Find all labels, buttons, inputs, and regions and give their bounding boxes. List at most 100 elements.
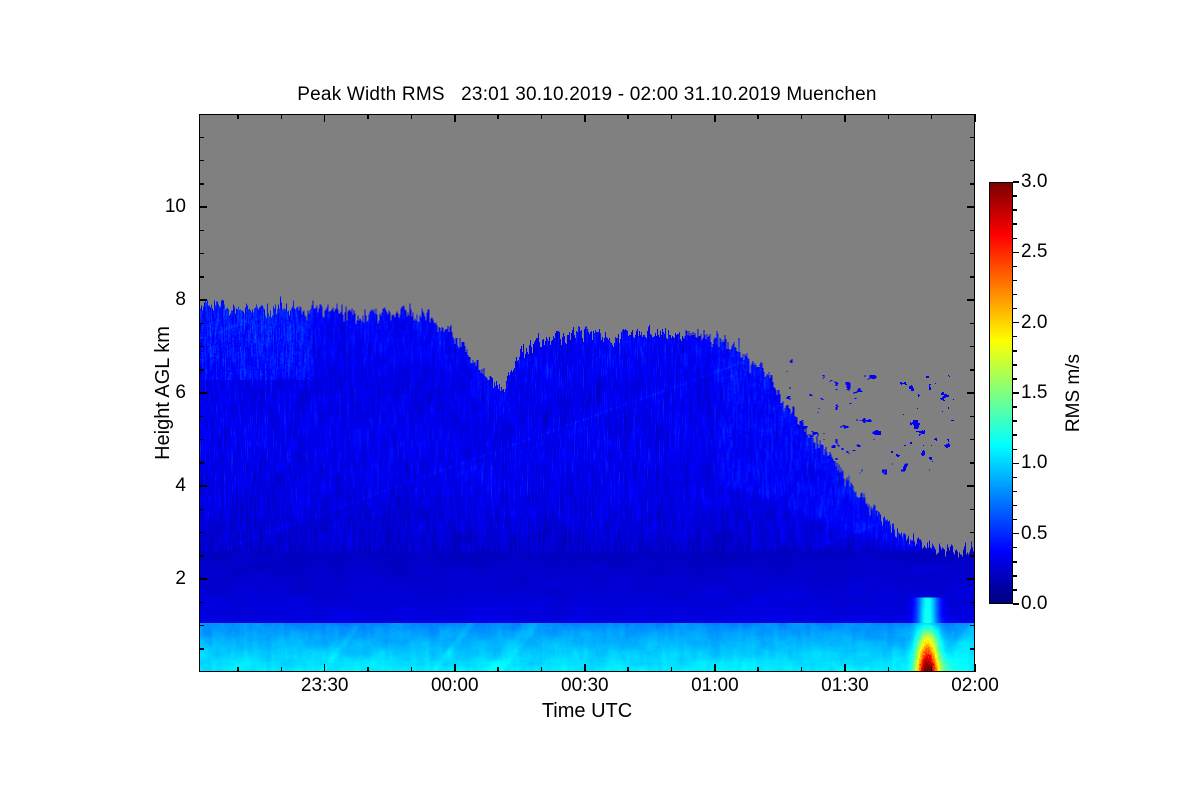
y-axis-tick [199, 206, 207, 208]
colorbar-minor-tick [1013, 223, 1017, 225]
colorbar-tick-label: 1.5 [1021, 382, 1048, 403]
x-axis-title: Time UTC [541, 700, 633, 722]
y-axis-minor-tick [199, 508, 204, 510]
y-axis-minor-tick [199, 415, 204, 417]
x-axis-minor-tick [410, 667, 413, 672]
y-axis-tick-label: 10 [164, 196, 186, 217]
colorbar-tick [1013, 462, 1019, 465]
heatmap-image [200, 115, 974, 671]
y-axis-tick [199, 392, 207, 394]
x-axis-tick-top [454, 114, 456, 122]
x-axis-minor-tick [627, 667, 629, 672]
x-axis-tick-label: 01:30 [821, 675, 869, 696]
x-axis-tick [844, 664, 846, 672]
y-axis-minor-tick [199, 183, 204, 185]
colorbar-tick-label: 0.0 [1021, 593, 1048, 614]
y-axis-minor-tick [199, 345, 204, 348]
colorbar-minor-tick [1013, 307, 1017, 310]
x-axis-minor-tick-top [627, 114, 629, 119]
colorbar-minor-tick [1013, 265, 1017, 268]
x-axis-minor-tick-top [887, 114, 890, 119]
colorbar-minor-tick [1013, 561, 1017, 563]
page-title: Peak Width RMS 23:01 30.10.2019 - 02:00 … [297, 84, 877, 105]
x-axis-minor-tick [367, 667, 369, 672]
colorbar-tick [1013, 321, 1019, 324]
colorbar [989, 182, 1013, 604]
x-axis-tick-label: 01:00 [691, 675, 739, 696]
y-axis-tick-right [967, 392, 975, 394]
colorbar-tick-label: 0.5 [1021, 522, 1048, 544]
y-axis-tick-right [967, 485, 975, 487]
colorbar-minor-tick [1013, 209, 1017, 211]
x-axis-minor-tick [670, 667, 673, 672]
colorbar-title: RMS m/s [1063, 353, 1084, 433]
colorbar-tick [1013, 392, 1019, 394]
y-axis-minor-tick-right [970, 159, 975, 162]
colorbar-minor-tick [1013, 364, 1017, 366]
colorbar-minor-tick [1013, 378, 1017, 380]
y-axis-tick-label: 4 [175, 475, 186, 496]
y-axis-minor-tick [199, 601, 204, 603]
x-axis-minor-tick [540, 667, 543, 672]
x-axis-tick-top [584, 114, 586, 122]
x-axis-tick-top [714, 114, 716, 122]
y-axis-tick-right [967, 206, 975, 208]
x-axis-tick [454, 664, 456, 672]
y-axis-minor-tick-right [970, 183, 975, 185]
y-axis-tick [199, 299, 207, 301]
y-axis-minor-tick [199, 229, 204, 231]
colorbar-minor-tick [1013, 476, 1017, 479]
y-axis-minor-tick-right [970, 462, 975, 464]
x-axis-tick-label: 02:00 [951, 675, 999, 696]
y-axis-title: Height AGL km [152, 326, 174, 460]
y-axis-minor-tick [199, 136, 204, 138]
y-axis-minor-tick-right [970, 438, 975, 441]
colorbar-tick [1013, 603, 1019, 605]
colorbar-tick-label: 2.0 [1021, 311, 1048, 333]
x-axis-minor-tick-top [670, 114, 673, 119]
y-axis-minor-tick [199, 531, 204, 534]
y-axis-tick-right [967, 299, 975, 301]
colorbar-minor-tick [1013, 293, 1017, 296]
x-axis-minor-tick-top [237, 114, 239, 119]
y-axis-minor-tick-right [970, 508, 975, 510]
x-axis-minor-tick [280, 667, 283, 672]
x-axis-tick [714, 664, 716, 672]
colorbar-minor-tick [1013, 434, 1017, 436]
y-axis-minor-tick-right [970, 276, 975, 278]
colorbar-tick [1013, 532, 1019, 535]
x-axis-minor-tick-top [800, 114, 803, 119]
y-axis-minor-tick-right [970, 229, 975, 231]
y-axis-tick-label: 2 [175, 568, 186, 589]
x-axis-minor-tick [800, 667, 803, 672]
colorbar-minor-tick [1013, 546, 1017, 549]
y-axis-minor-tick-right [970, 252, 975, 255]
y-axis-tick-right [967, 578, 975, 580]
y-axis-minor-tick [199, 624, 204, 627]
colorbar-tick-label: 3.0 [1021, 171, 1048, 192]
x-axis-tick [974, 664, 976, 672]
x-axis-tick-top [323, 114, 326, 122]
colorbar-minor-tick [1013, 589, 1017, 591]
x-axis-tick-top [974, 114, 976, 122]
y-axis-minor-tick [199, 276, 204, 278]
x-axis-minor-tick [237, 667, 239, 672]
colorbar-tick-label: 2.5 [1021, 241, 1048, 263]
x-axis-tick [584, 664, 586, 672]
colorbar-minor-tick [1013, 575, 1017, 577]
y-axis-minor-tick [199, 555, 204, 557]
y-axis-tick-label: 8 [175, 289, 186, 310]
x-axis-tick-label: 00:30 [561, 675, 609, 696]
y-axis-minor-tick [199, 369, 204, 371]
y-axis-minor-tick-right [970, 415, 975, 417]
y-axis-minor-tick-right [970, 555, 975, 557]
y-axis-tick [199, 485, 207, 487]
x-axis-tick [323, 664, 326, 672]
y-axis-minor-tick [199, 462, 204, 464]
colorbar-minor-tick [1013, 335, 1017, 338]
colorbar-minor-tick [1013, 350, 1017, 352]
y-axis-minor-tick [199, 322, 204, 324]
colorbar-minor-tick [1013, 518, 1017, 521]
y-axis-tick [199, 578, 207, 580]
